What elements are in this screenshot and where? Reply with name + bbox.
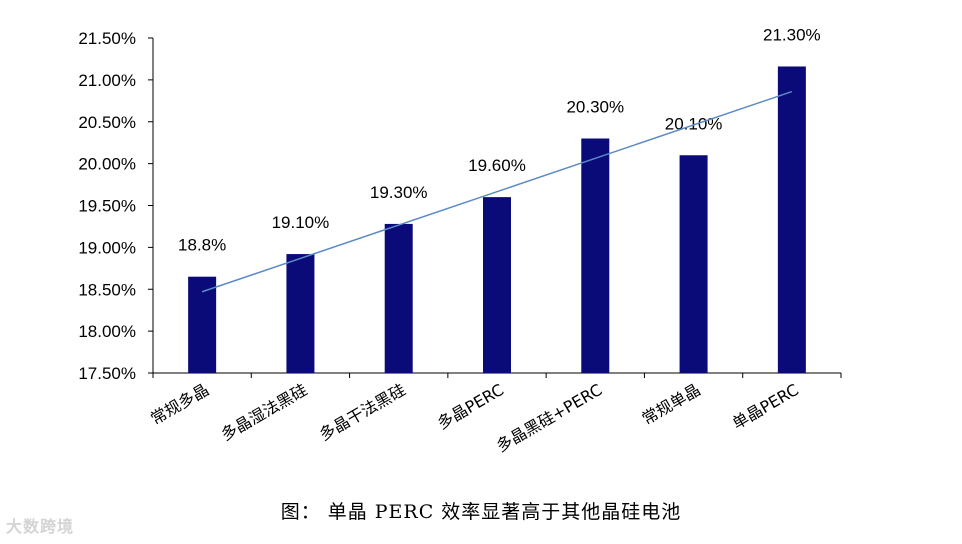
x-tick-label: 多晶黑硅+PERC xyxy=(493,380,605,456)
data-label: 19.30% xyxy=(370,183,428,202)
bar xyxy=(679,155,708,373)
trendline xyxy=(201,90,793,293)
data-label: 20.10% xyxy=(665,114,723,133)
figure-caption: 图： 单晶 PERC 效率显著高于其他晶硅电池 xyxy=(280,501,682,523)
y-tick-label: 20.00% xyxy=(78,155,136,174)
watermark: 大数跨境 xyxy=(6,517,75,536)
data-label: 20.30% xyxy=(566,98,624,117)
bar xyxy=(384,223,413,373)
y-tick-label: 21.50% xyxy=(78,29,136,48)
x-tick-label: 多晶PERC xyxy=(434,380,507,433)
bar xyxy=(483,197,511,373)
data-label: 21.30% xyxy=(763,25,821,44)
x-tick-label: 单晶PERC xyxy=(729,380,802,433)
x-tick-label: 常规多晶 xyxy=(147,380,212,428)
y-tick-label: 18.50% xyxy=(78,280,136,299)
x-tick-label: 多晶湿法黑硅 xyxy=(218,380,311,444)
y-tick-label: 19.50% xyxy=(78,197,136,216)
data-label: 19.60% xyxy=(468,156,526,175)
bar xyxy=(188,276,217,373)
data-label: 19.10% xyxy=(272,213,330,232)
x-tick-label: 多晶干法黑硅 xyxy=(316,380,409,444)
bar xyxy=(286,254,315,373)
y-tick-label: 18.00% xyxy=(78,322,136,341)
data-label: 18.8% xyxy=(178,236,226,255)
x-tick-label: 常规单晶 xyxy=(639,380,704,428)
bar xyxy=(777,66,806,373)
bar xyxy=(581,138,610,373)
y-tick-label: 21.00% xyxy=(78,71,136,90)
y-tick-label: 20.50% xyxy=(78,113,136,132)
y-tick-label: 19.00% xyxy=(78,238,136,257)
y-tick-label: 17.50% xyxy=(78,364,136,383)
